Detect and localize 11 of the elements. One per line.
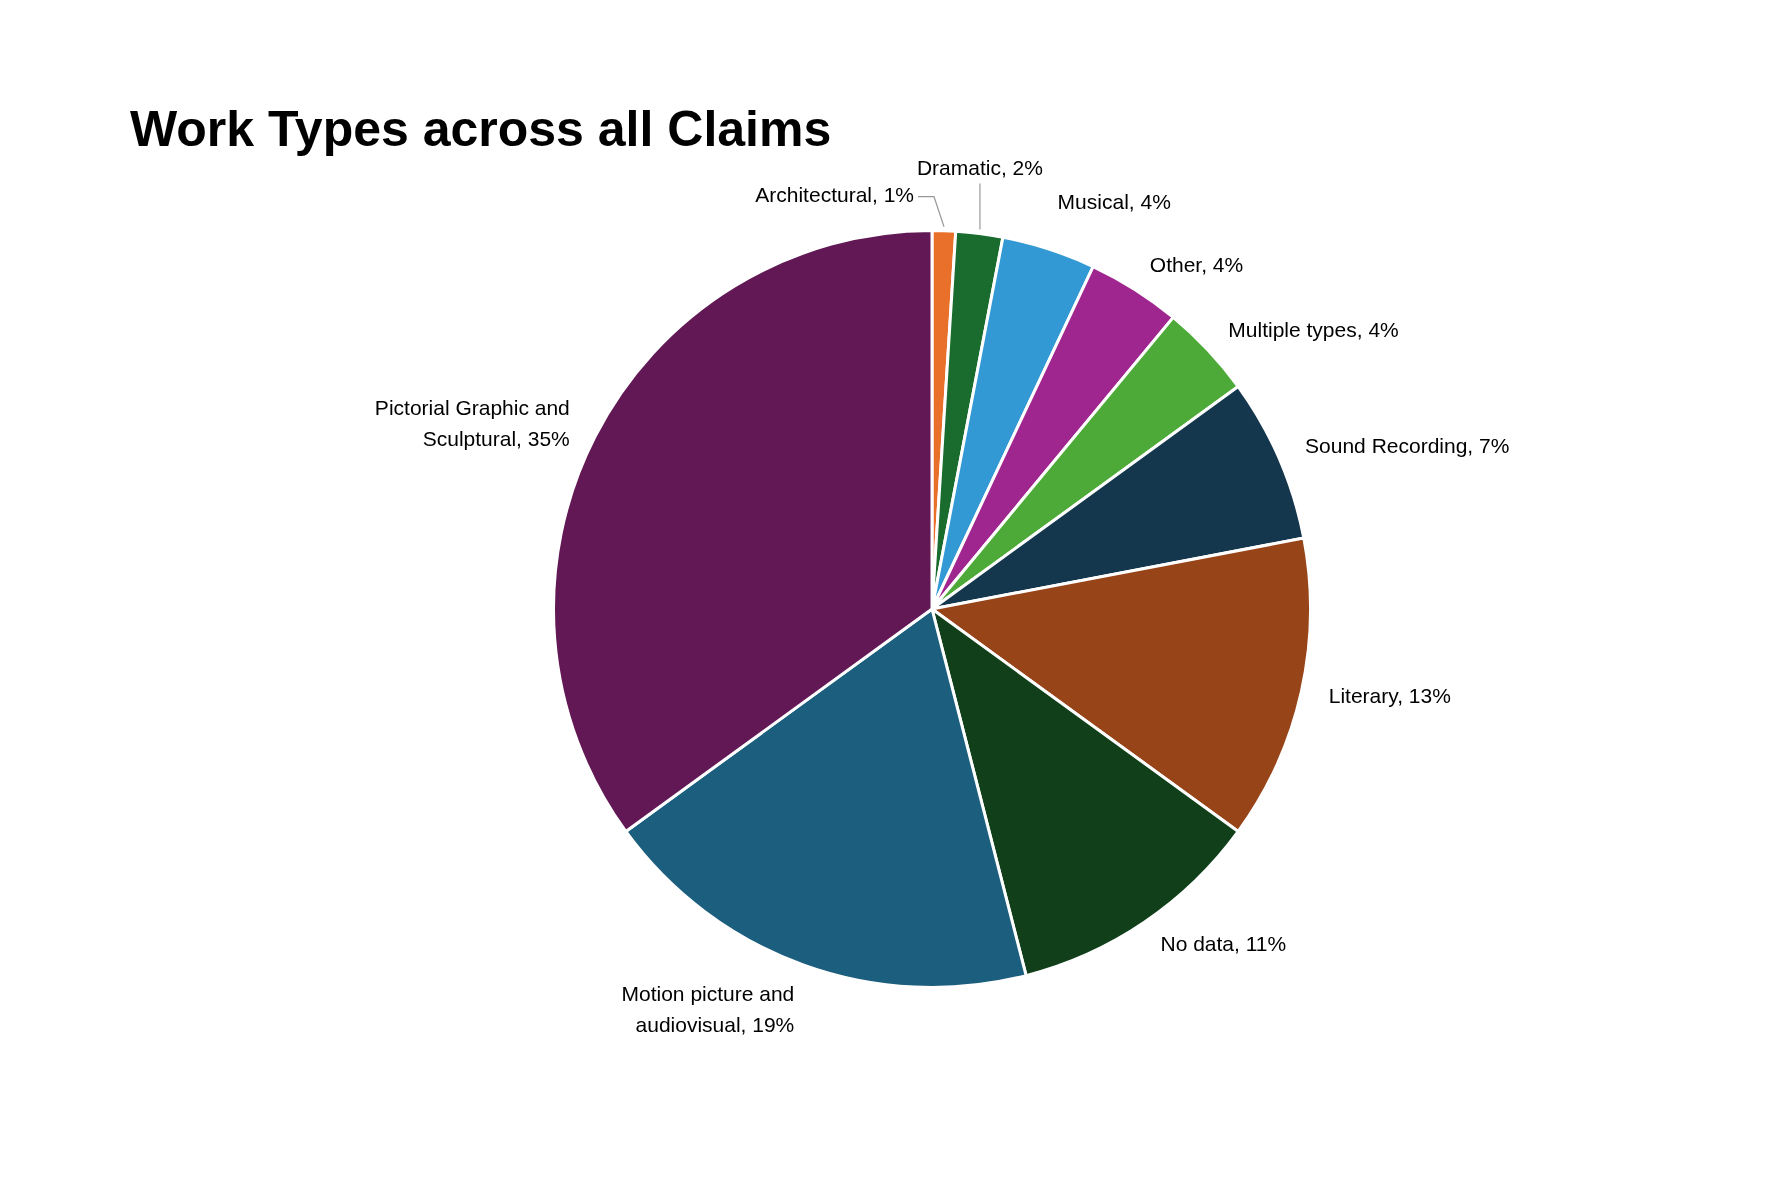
slice-label: Other, 4% xyxy=(1149,252,1244,276)
slice-label: Dramatic, 2% xyxy=(916,156,1043,180)
slice-label: Musical, 4% xyxy=(1057,190,1171,214)
slice-label: Multiple types, 4% xyxy=(1228,317,1399,341)
slice-label: Architectural, 1% xyxy=(755,183,915,207)
slice-label: No data, 11% xyxy=(1160,932,1287,956)
slice-label: Literary, 13% xyxy=(1328,684,1451,708)
slice-label: Pictorial Graphic and Sculptural, 35% xyxy=(374,395,570,450)
slice-label: Sound Recording, 7% xyxy=(1305,434,1510,458)
slice-label: Motion picture and audiovisual, 19% xyxy=(621,981,795,1036)
chart-title: Work Types across all Claims xyxy=(130,101,832,157)
